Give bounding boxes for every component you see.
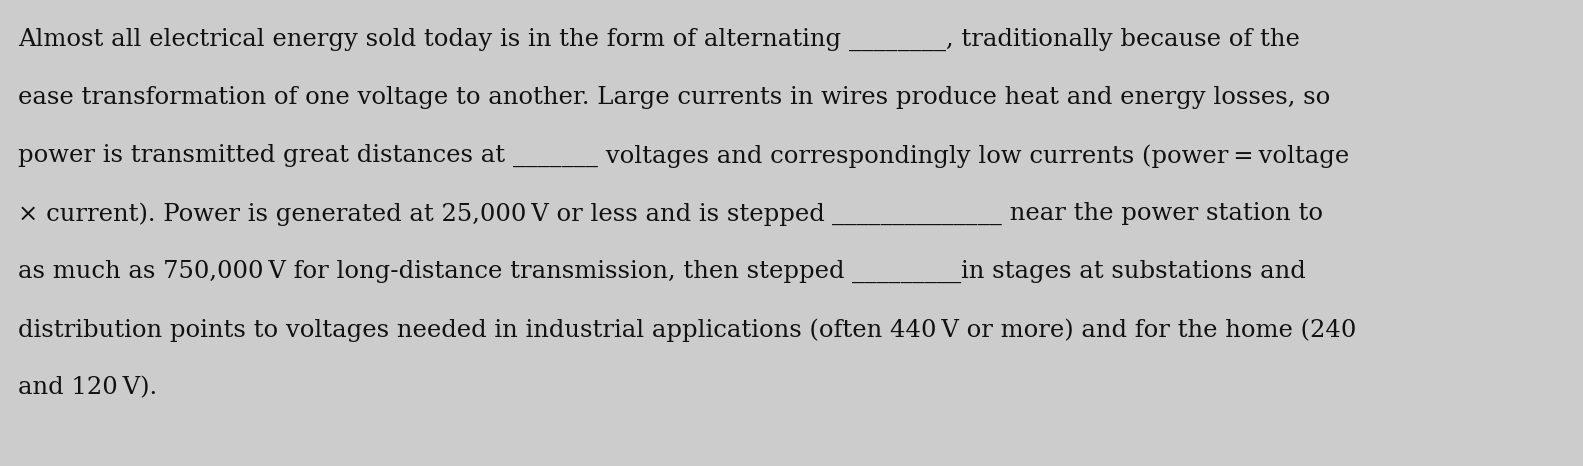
Text: _______: _______ (513, 144, 598, 167)
Text: near the power station to: near the power station to (1002, 202, 1323, 225)
Text: in stages at substations and: in stages at substations and (961, 260, 1306, 283)
Text: ease transformation of one voltage to another. Large currents in wires produce h: ease transformation of one voltage to an… (17, 86, 1330, 109)
Text: Almost all electrical energy sold today is in the form of alternating: Almost all electrical energy sold today … (17, 28, 848, 51)
Text: _________: _________ (852, 260, 961, 283)
Text: and 120 V).: and 120 V). (17, 376, 157, 399)
Text: , traditionally because of the: , traditionally because of the (947, 28, 1300, 51)
Text: power is transmitted great distances at: power is transmitted great distances at (17, 144, 513, 167)
Text: ________: ________ (848, 28, 947, 51)
Text: distribution points to voltages needed in industrial applications (often 440 V o: distribution points to voltages needed i… (17, 318, 1357, 342)
Text: as much as 750,000 V for long-distance transmission, then stepped: as much as 750,000 V for long-distance t… (17, 260, 852, 283)
Text: voltages and correspondingly low currents (power = voltage: voltages and correspondingly low current… (598, 144, 1349, 168)
Text: ______________: ______________ (833, 202, 1002, 225)
Text: × current). Power is generated at 25,000 V or less and is stepped: × current). Power is generated at 25,000… (17, 202, 833, 226)
